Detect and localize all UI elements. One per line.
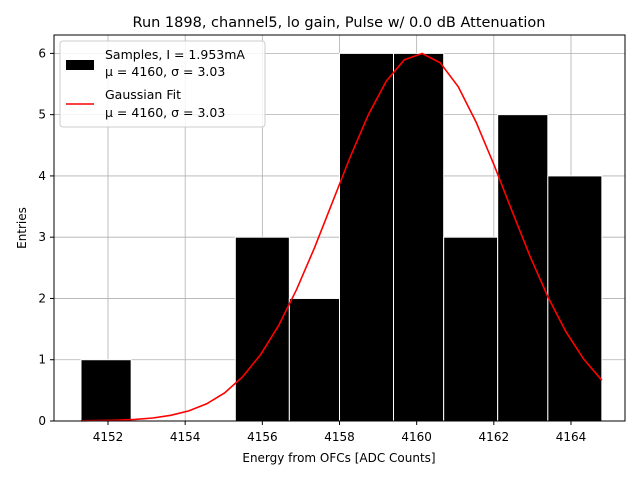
- legend: Samples, I = 1.953mA μ = 4160, σ = 3.03 …: [59, 40, 266, 128]
- legend-samples-swatch: [66, 60, 94, 70]
- histogram-bars: [80, 52, 603, 422]
- legend-samples-label: Samples, I = 1.953mA: [105, 47, 245, 62]
- histogram-bar: [80, 359, 132, 422]
- histogram-bar: [234, 236, 290, 422]
- y-tick-label: 1: [38, 353, 46, 367]
- histogram-bar: [393, 52, 445, 422]
- histogram-bar: [339, 52, 395, 422]
- x-tick-label: 4152: [93, 430, 124, 444]
- y-axis-label: Entries: [15, 207, 29, 249]
- x-tick-label: 4164: [556, 430, 587, 444]
- x-axis-label: Energy from OFCs [ADC Counts]: [242, 451, 435, 465]
- y-tick-label: 5: [38, 108, 46, 122]
- histogram-bar: [547, 175, 603, 422]
- gaussian-fit-line: [80, 52, 603, 422]
- y-tick-label: 3: [38, 230, 46, 244]
- x-tick-label: 4162: [479, 430, 510, 444]
- histogram-bar: [288, 297, 341, 422]
- y-tick-label: 4: [38, 169, 46, 183]
- x-tick-label: 4156: [247, 430, 278, 444]
- legend-fit-stats: μ = 4160, σ = 3.03: [105, 105, 225, 120]
- histogram-bar: [497, 114, 549, 422]
- legend-box: [59, 40, 266, 128]
- y-tick-label: 6: [38, 46, 46, 60]
- chart-title: Run 1898, channel5, lo gain, Pulse w/ 0.…: [133, 15, 546, 31]
- x-tick-label: 4160: [401, 430, 432, 444]
- legend-fit-label: Gaussian Fit: [105, 87, 181, 102]
- histogram-bar: [443, 236, 499, 422]
- x-tick-label: 4158: [324, 430, 355, 444]
- x-axis: 4152 4154 4156 4158 4160 4162 4164: [93, 421, 587, 444]
- x-tick-label: 4154: [170, 430, 201, 444]
- legend-samples-stats: μ = 4160, σ = 3.03: [105, 64, 225, 79]
- y-tick-label: 0: [38, 414, 46, 428]
- y-tick-label: 2: [38, 291, 46, 305]
- y-axis: 0 1 2 3 4 5 6: [38, 46, 54, 428]
